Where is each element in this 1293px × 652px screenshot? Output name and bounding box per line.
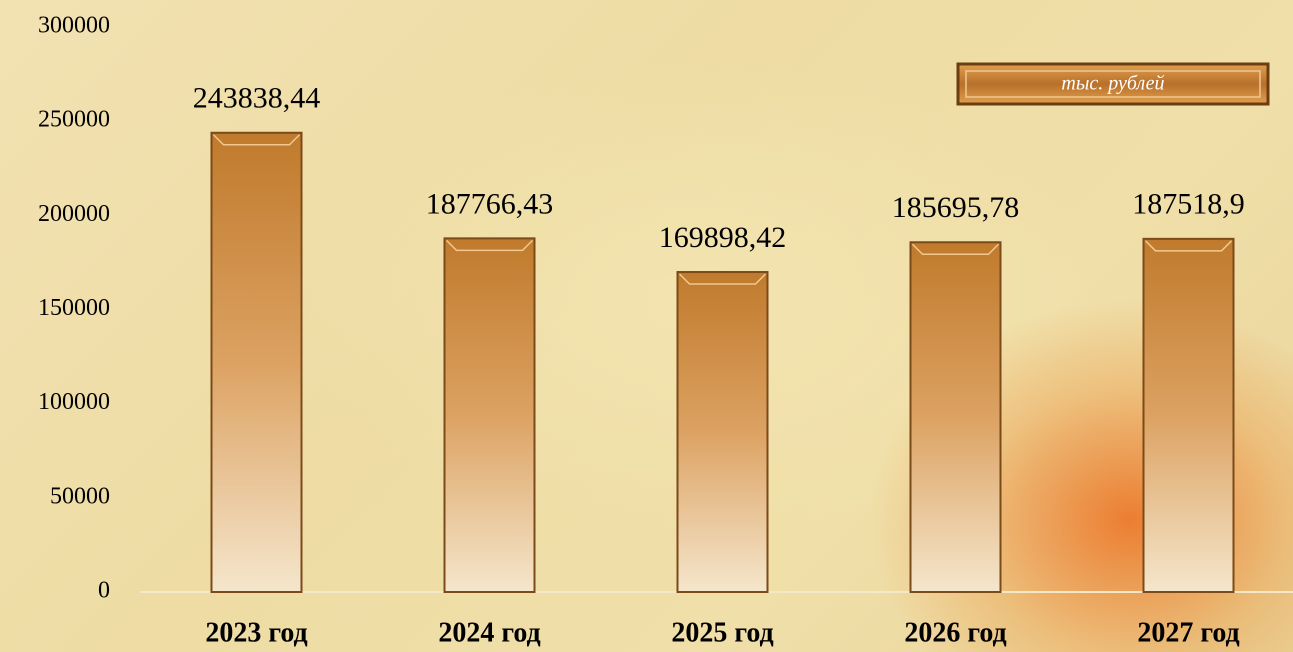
value-label: 243838,44 (193, 82, 321, 115)
value-label: 169898,42 (659, 221, 787, 254)
y-tick-label: 300000 (38, 13, 110, 39)
y-tick-label: 100000 (38, 389, 110, 415)
bar-bevel (911, 243, 1000, 256)
bar-bevel (1144, 240, 1233, 252)
bar (909, 241, 1002, 593)
annotation: тыс. рублей (1061, 73, 1164, 95)
bar (210, 131, 303, 593)
value-label: 185695,78 (892, 191, 1020, 224)
bar-bevel (678, 273, 767, 285)
y-tick-label: 50000 (50, 483, 110, 509)
bar (443, 237, 536, 593)
y-tick-label: 200000 (38, 201, 110, 227)
y-tick-label: 0 (98, 578, 110, 604)
value-label: 187518,9 (1132, 188, 1245, 221)
x-tick-label: 2025 год (671, 617, 773, 648)
y-tick-label: 150000 (38, 295, 110, 321)
bar (676, 271, 769, 593)
bar (1142, 237, 1235, 593)
x-tick-label: 2026 год (904, 617, 1006, 648)
x-tick-label: 2023 год (205, 617, 307, 648)
y-tick-label: 250000 (38, 107, 110, 133)
annotation-frame (965, 70, 1261, 98)
x-tick-label: 2024 год (438, 617, 540, 648)
bar-bevel (445, 239, 534, 252)
x-tick-label: 2027 год (1137, 617, 1239, 648)
bar-bevel (212, 134, 301, 146)
value-label: 187766,43 (426, 187, 554, 220)
